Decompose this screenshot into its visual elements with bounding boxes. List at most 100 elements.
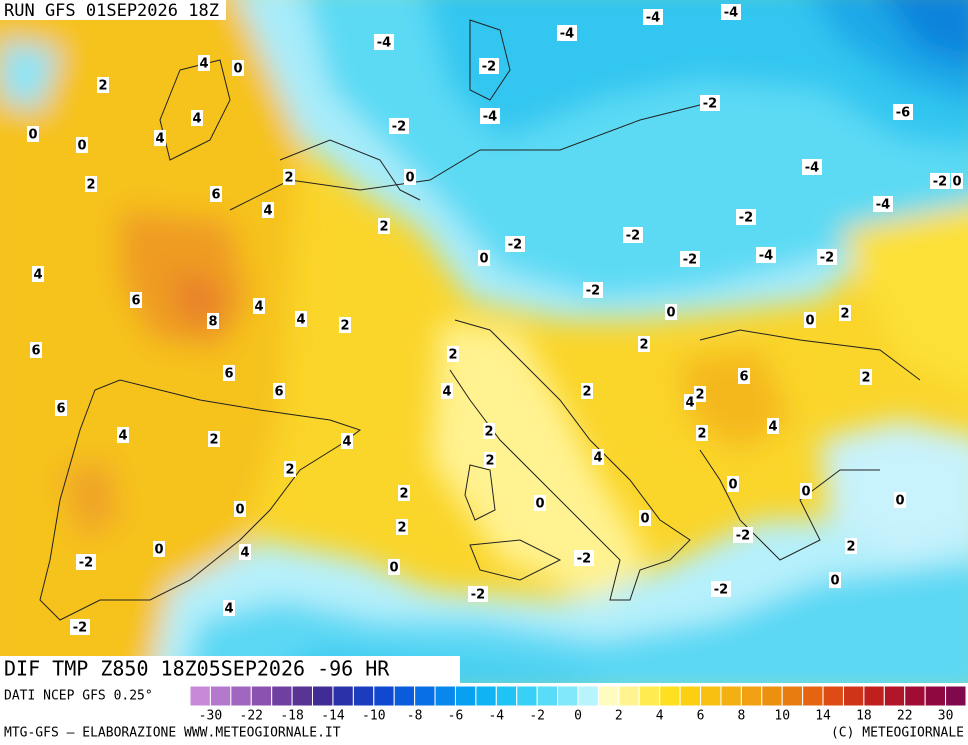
colorbar-swatch [904,685,926,707]
label-box [767,418,779,434]
colorbar-swatch [393,685,416,707]
colorbar-swatch [802,685,824,707]
label-box [557,25,577,41]
contour-label: 4 [263,204,272,219]
contour-label: -2 [586,284,600,299]
colorbar-swatch [291,685,314,707]
label-box [829,572,841,588]
label-box [894,492,906,508]
label-box [374,34,394,50]
label-box [623,227,643,243]
contour-label: 2 [639,338,648,353]
label-box [802,159,822,175]
label-box [684,394,696,410]
label-box [800,483,812,499]
contour-label: 4 [685,396,694,411]
label-box [756,247,776,263]
contour-label: 2 [582,385,591,400]
label-box [210,186,222,202]
contour-label: -4 [724,6,738,21]
colorbar-label: -22 [240,709,263,724]
label-box [680,251,700,267]
contour-label: 2 [861,371,870,386]
contour-label: 4 [33,268,42,283]
colorbar-swatch [271,685,293,707]
colorbar-label: 4 [656,709,664,724]
contour-label: 2 [484,425,493,440]
label-box [738,368,750,384]
label-box [860,369,872,385]
colorbar-swatch [822,685,844,707]
contour-label: 0 [801,485,810,500]
label-box [804,312,816,328]
contour-label: -2 [736,529,750,544]
contour-label: 4 [296,313,305,328]
colorbar-swatch [352,685,375,707]
credit: MTG-GFS — ELABORAZIONE WWW.METEOGIORNALE… [4,726,341,741]
contour-label: -4 [876,198,890,213]
colorbar-swatch [434,685,456,707]
colorbar-label: 0 [574,709,582,724]
colorbar-label: 14 [815,709,831,724]
colorbar-swatch [516,685,538,707]
colorbar-label: -8 [407,709,423,724]
contour-label: -2 [79,556,93,571]
label-box [721,4,741,20]
contour-label: 4 [342,435,351,450]
contour-label: 2 [697,427,706,442]
colorbar-label: 8 [737,709,745,724]
contour-label: 0 [77,139,86,154]
contour-label: 2 [209,433,218,448]
label-box [208,431,220,447]
contour-label: 0 [830,574,839,589]
label-box [447,346,459,362]
contour-label: 0 [233,62,242,77]
label-box [396,519,408,535]
colorbar-label: -14 [321,709,345,724]
label-box [76,554,96,570]
contour-label: 2 [284,171,293,186]
label-box [441,383,453,399]
contour-label: 2 [379,220,388,235]
contour-label: 2 [840,307,849,322]
colorbar-label: -18 [280,709,303,724]
colorbar-swatch [883,685,906,707]
label-box [468,586,488,602]
colorbar-label: 22 [897,709,913,724]
label-box [480,108,500,124]
colorbar-swatch [230,685,252,707]
colorbar-swatch [536,685,559,707]
contour-label: -2 [73,621,87,636]
label-box [273,383,285,399]
colorbar-label: 30 [938,709,954,724]
contour-label: 8 [208,315,217,330]
source: DATI NCEP GFS 0.25° [4,689,153,704]
label-box [479,58,499,74]
label-box [505,236,525,252]
colorbar-swatch [189,685,211,707]
header-box [0,0,226,20]
contour-label: 6 [31,344,40,359]
contour-label: 2 [397,521,406,536]
colorbar-swatch [414,685,436,707]
label-box [341,433,353,449]
contour-label: 2 [846,540,855,555]
label-box [534,495,546,511]
colorbar-swatch [209,685,232,707]
label-box [223,365,235,381]
colorbar-swatch [332,685,354,707]
contour-label: 6 [56,402,65,417]
label-box [873,196,893,212]
colorbar-swatch [659,685,681,707]
label-box [153,541,165,557]
contour-label: -2 [471,588,485,603]
contour-label: 2 [98,79,107,94]
label-box [27,126,39,142]
contour-label: -2 [933,175,947,190]
contour-label: -2 [508,238,522,253]
label-box [711,581,731,597]
label-box [845,538,857,554]
contour-label: 6 [131,294,140,309]
coastlines [39,19,921,621]
